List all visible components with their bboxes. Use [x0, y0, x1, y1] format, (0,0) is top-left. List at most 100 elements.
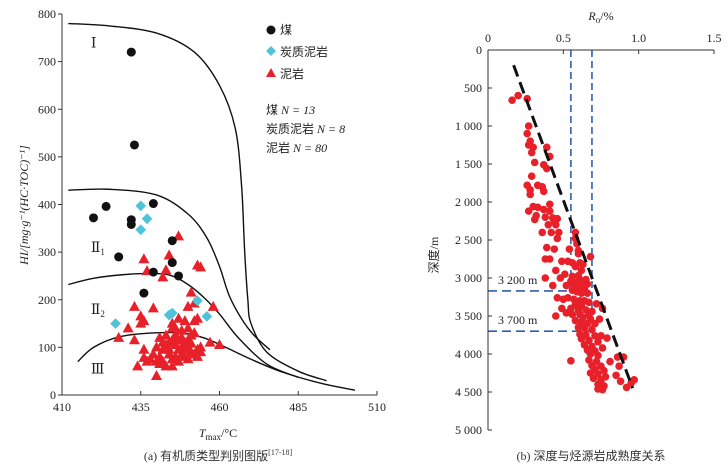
y-tick-label: 100 — [38, 340, 56, 354]
point-mudstone — [151, 341, 162, 352]
point-carbonaceous-mudstone — [201, 311, 213, 322]
point-ro-depth — [585, 298, 593, 307]
point-ro-depth — [508, 96, 516, 104]
caption-text: (a) 有机质类型判别图版 — [144, 449, 268, 463]
count-mudstone: 泥岩 N = 80 — [266, 140, 327, 155]
legend-marker-mudstone — [266, 68, 276, 77]
x-tick-label: 460 — [211, 400, 229, 414]
region-label: Ⅲ — [91, 363, 105, 378]
x-tick-label: 410 — [53, 400, 71, 414]
y-tick-label: 300 — [38, 245, 56, 259]
point-ro-depth — [533, 203, 542, 212]
point-coal — [148, 267, 158, 277]
point-mudstone — [128, 334, 140, 345]
chart-a-x-ticks: 410 435 460 485 510 — [53, 391, 386, 414]
y-tick-label: 0 — [476, 43, 482, 57]
y-tick-label: 4 500 — [455, 385, 482, 399]
y-tick-label: 5 000 — [455, 423, 482, 437]
chart-a-x-label: Tmax/°C — [199, 426, 237, 442]
legend-marker-coal — [266, 25, 276, 35]
point-ro-depth — [524, 207, 533, 215]
point-ro-depth — [565, 245, 574, 253]
point-ro-depth — [594, 351, 602, 360]
point-ro-depth — [562, 281, 571, 290]
point-coal — [114, 252, 124, 262]
y-tick-label: 200 — [38, 293, 56, 307]
point-ro-depth — [580, 324, 589, 332]
y-tick-label: 2 000 — [455, 195, 482, 209]
point-ro-depth — [553, 234, 562, 243]
point-mudstone — [204, 336, 216, 347]
point-mudstone — [157, 355, 169, 366]
point-ro-depth — [606, 357, 614, 366]
point-mudstone — [173, 355, 185, 366]
x-label-unit: /°C — [221, 426, 237, 440]
point-ro-depth — [589, 374, 598, 383]
point-ro-depth — [555, 228, 563, 237]
point-carbonaceous-mudstone — [135, 224, 147, 236]
point-mudstone — [151, 369, 162, 380]
point-ro-depth — [583, 289, 592, 298]
y-tick-label: 600 — [38, 102, 56, 116]
chart-a-y-label: HI/[mg·g⁻¹(HC·TOC)⁻¹] — [17, 145, 31, 266]
boundary-II2-III — [77, 331, 356, 391]
point-mudstone — [160, 264, 172, 275]
caption-ref: [17-18] — [268, 448, 292, 457]
point-ro-depth — [541, 274, 550, 282]
point-ro-depth — [523, 129, 531, 138]
region-label: Ⅱ2 — [91, 303, 105, 319]
point-ro-depth — [530, 158, 539, 167]
legend-label-mudstone: 泥岩 — [280, 66, 304, 81]
point-mudstone — [157, 336, 169, 347]
point-ro-depth — [597, 331, 605, 340]
count-carbonaceous-mudstone: 炭质泥岩 N = 8 — [266, 121, 345, 136]
point-ro-depth — [594, 338, 602, 346]
reference-labels: 3 200 m 3 700 m — [498, 273, 538, 327]
point-ro-depth — [545, 200, 554, 209]
ref-depth-label: 3 700 m — [498, 313, 538, 327]
region-label: Ⅰ — [91, 36, 97, 51]
point-ro-depth — [577, 289, 586, 298]
point-ro-depth — [542, 143, 551, 152]
point-ro-depth — [542, 164, 551, 173]
y-tick-label: 3 500 — [455, 309, 482, 323]
point-ro-depth — [538, 228, 547, 237]
legend-marker-carbonaceous-mudstone — [266, 46, 276, 56]
point-coal — [126, 47, 136, 57]
point-ro-depth — [591, 331, 599, 340]
chart-b-x-ticks: 0 0.5 1.0 1.5 — [485, 31, 722, 54]
point-ro-depth — [526, 190, 534, 199]
point-mudstone — [182, 353, 194, 364]
point-ro-depth — [592, 300, 601, 308]
y-tick-label: 4 000 — [455, 347, 482, 361]
chart-b-x-label: Ro/% — [587, 9, 613, 25]
point-ro-depth — [588, 325, 596, 334]
point-ro-depth — [591, 319, 599, 328]
x-label-main: T — [199, 426, 207, 440]
point-ro-depth — [574, 249, 583, 258]
point-ro-depth — [552, 266, 560, 275]
y-tick-label: 1 000 — [455, 119, 482, 133]
chart-a-y-ticks: 0 100 200 300 400 500 600 700 800 — [38, 7, 62, 402]
point-ro-depth — [552, 312, 560, 320]
y-tick-label: 0 — [50, 388, 56, 402]
point-mudstone — [163, 249, 175, 260]
point-ro-depth — [600, 366, 608, 375]
region-labels: Ⅰ Ⅱ1 Ⅱ2 Ⅲ — [91, 36, 105, 377]
point-ro-depth — [527, 172, 536, 180]
count-coal: 煤 N = 13 — [266, 103, 315, 117]
x-tick-label: 435 — [132, 400, 150, 414]
y-tick-label: 500 — [464, 81, 482, 95]
point-carbonaceous-mudstone — [141, 213, 153, 225]
point-ro-depth — [574, 323, 583, 332]
point-ro-depth — [612, 371, 620, 380]
legend-label-carbonaceous-mudstone: 炭质泥岩 — [280, 44, 328, 59]
legend-label-coal: 煤 — [280, 23, 292, 37]
point-mudstone — [185, 286, 197, 297]
point-coal — [167, 258, 177, 268]
chart-a-legend: 煤 炭质泥岩 泥岩 煤 N = 13 炭质泥岩 N = 8 泥岩 N = 80 — [266, 23, 345, 155]
point-mudstone — [173, 230, 185, 241]
point-coal — [126, 220, 136, 230]
point-ro-depth — [568, 310, 577, 319]
